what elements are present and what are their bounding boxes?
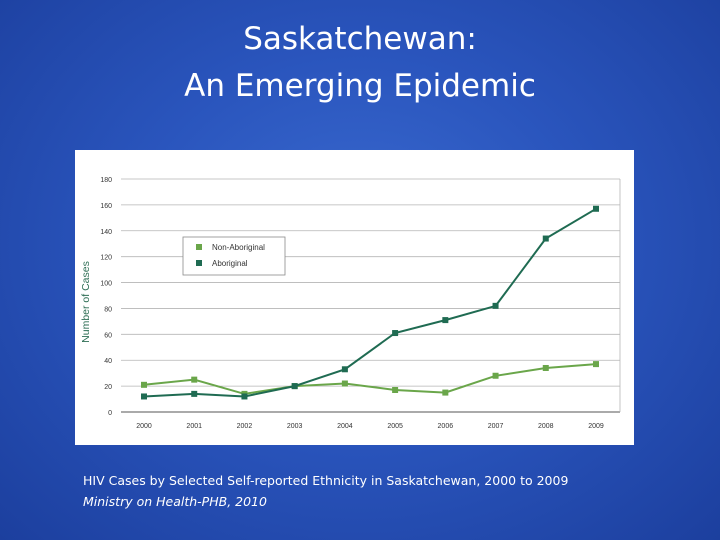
data-point	[341, 366, 348, 373]
data-point	[341, 380, 348, 387]
series-line-0	[143, 363, 597, 395]
x-tick-label: 2006	[438, 423, 454, 430]
legend: Non-Aboriginal Aboriginal	[182, 236, 286, 276]
x-tick-label: 2007	[488, 423, 504, 430]
y-tick-label: 140	[100, 229, 112, 236]
data-point	[141, 381, 147, 388]
legend-label: Aboriginal	[212, 259, 248, 268]
legend-marker	[196, 260, 202, 266]
caption: HIV Cases by Selected Self-reported Ethn…	[83, 470, 703, 512]
y-tick-label: 0	[108, 410, 112, 417]
data-point	[392, 330, 399, 337]
y-tick-label: 120	[100, 255, 112, 262]
source-text: Ministry on Health-PHB, 2010	[83, 494, 267, 509]
data-point	[191, 390, 198, 397]
data-point	[191, 376, 198, 383]
x-tick-label: 2000	[136, 423, 152, 430]
data-point	[392, 386, 399, 393]
data-point	[593, 205, 599, 212]
legend-label: Non-Aboriginal	[212, 243, 265, 252]
data-point	[593, 361, 599, 368]
chart-panel: 0 20 40 60 80 100 120 140 160 180 2000 2001 2002 200…	[75, 150, 634, 445]
data-point	[542, 235, 549, 242]
y-tick-label: 60	[104, 332, 112, 339]
data-point	[141, 393, 147, 400]
legend-box	[182, 236, 286, 276]
slide-title: Saskatchewan: An Emerging Epidemic	[0, 16, 720, 110]
title-line-1: Saskatchewan:	[243, 21, 477, 57]
data-point	[442, 389, 449, 396]
legend-marker	[196, 244, 202, 250]
y-tick-label: 180	[100, 177, 112, 184]
x-tick-label: 2008	[538, 423, 554, 430]
data-point	[492, 302, 499, 309]
y-tick-label: 80	[104, 306, 112, 313]
y-tick-label: 100	[100, 281, 112, 288]
y-tick-label: 20	[104, 384, 112, 391]
y-tick-label: 40	[104, 358, 112, 365]
y-tick-label: 160	[100, 203, 112, 210]
x-tick-label: 2009	[588, 423, 604, 430]
x-tick-label: 2002	[237, 423, 253, 430]
data-point	[492, 372, 499, 379]
caption-text: HIV Cases by Selected Self-reported Ethn…	[83, 473, 569, 488]
data-point	[241, 393, 248, 400]
title-line-2: An Emerging Epidemic	[184, 68, 536, 104]
data-point	[291, 383, 298, 390]
x-tick-label: 2003	[287, 423, 303, 430]
y-axis-label: Number of Cases	[80, 261, 92, 343]
x-tick-label: 2004	[337, 423, 353, 430]
x-tick-label: 2005	[387, 423, 403, 430]
series-line-1	[143, 207, 597, 398]
data-point	[542, 364, 549, 371]
x-tick-label: 2001	[186, 423, 202, 430]
line-chart: 0 20 40 60 80 100 120 140 160 180 2000 2001 2002 200…	[80, 177, 621, 430]
data-point	[442, 317, 449, 324]
